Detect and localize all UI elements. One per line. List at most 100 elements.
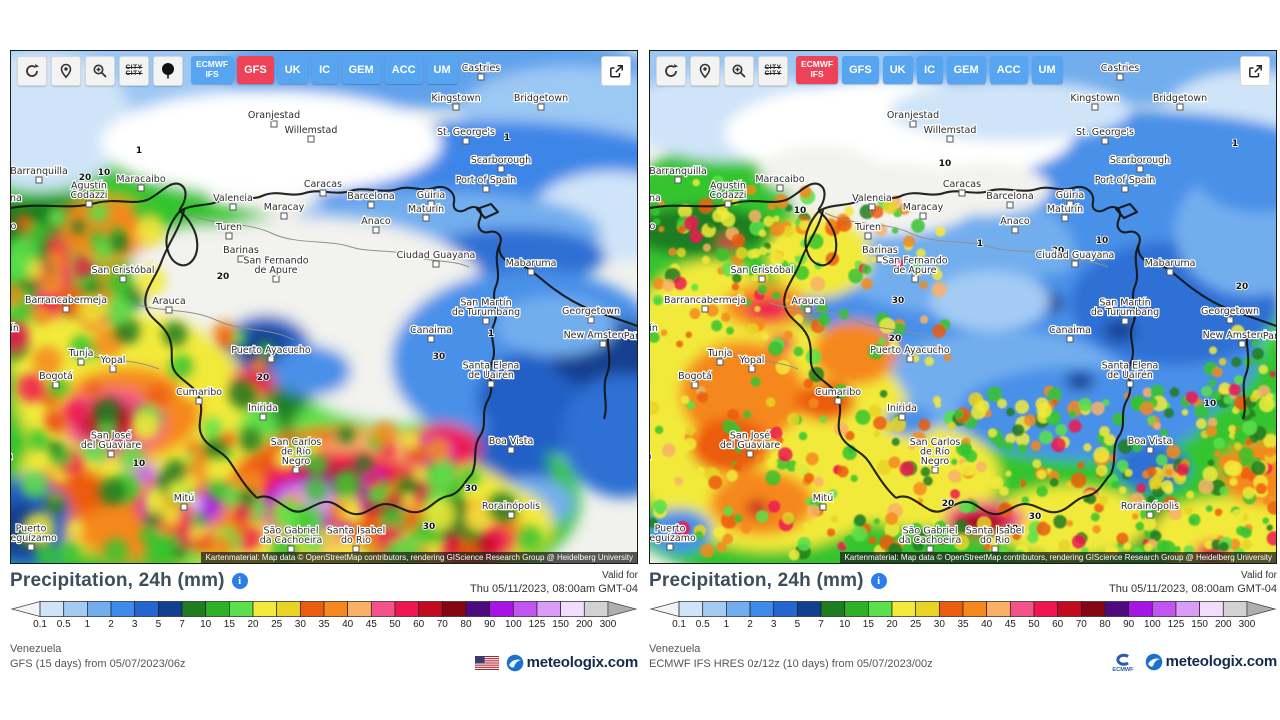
scale-tick: 1	[723, 619, 730, 631]
svg-text:Scarborough: Scarborough	[1110, 155, 1170, 166]
valid-for-label: Valid for	[1241, 570, 1277, 581]
meteologix-wordmark: meteologix.com	[1165, 653, 1278, 671]
meteologix-wordmark: meteologix.com	[526, 654, 639, 672]
refresh-button[interactable]	[656, 56, 686, 86]
svg-text:Caracas: Caracas	[304, 179, 342, 190]
info-icon[interactable]: i	[870, 573, 887, 589]
svg-text:Caracas: Caracas	[943, 179, 981, 190]
scale-tick: 25	[910, 619, 922, 631]
info-icon[interactable]: i	[231, 573, 248, 589]
city-labels-toggle[interactable]: CITY CITY	[119, 56, 149, 86]
scale-tick: 5	[794, 619, 801, 631]
meteologix-logo[interactable]: meteologix.com	[1145, 653, 1277, 671]
model-button-um[interactable]: UM	[1031, 56, 1063, 84]
model-button-gfs[interactable]: GFS	[842, 56, 879, 84]
model-button-ecmwf-ifs[interactable]: ECMWF IFS	[796, 56, 839, 84]
svg-text:San Cristóbal: San Cristóbal	[730, 265, 793, 276]
model-button-gem[interactable]: GEM	[946, 56, 986, 84]
panel-ecmwf: 1 10 10 20 30 20 10 20 30 10 20 1 10 Castries Kingstow…	[649, 50, 1277, 672]
scale-tick: 100	[1143, 619, 1161, 631]
svg-text:10: 10	[1204, 399, 1217, 409]
zoom-button[interactable]	[724, 56, 754, 86]
meteologix-logo[interactable]: meteologix.com	[506, 654, 638, 672]
svg-text:Arauca: Arauca	[791, 296, 824, 307]
svg-text:Cumaribo: Cumaribo	[815, 387, 861, 398]
model-button-uk[interactable]: UK	[882, 56, 913, 84]
scale-tick: 20	[886, 619, 898, 631]
scale-tick: 15	[862, 619, 874, 631]
svg-text:30: 30	[892, 296, 905, 306]
model-button-ecmwf-ifs[interactable]: ECMWF IFS	[191, 56, 234, 84]
svg-text:Barinas: Barinas	[223, 245, 259, 256]
valid-for-label: Valid for	[602, 570, 638, 581]
model-button-gfs[interactable]: GFS	[237, 56, 274, 84]
svg-text:10: 10	[1096, 236, 1109, 246]
svg-text:Kingstown: Kingstown	[431, 93, 480, 104]
valid-datetime: Thu 05/11/2023, 08:00am GMT-04	[470, 582, 638, 595]
model-button-ic[interactable]: IC	[311, 56, 338, 84]
scale-tick: 90	[484, 619, 496, 631]
svg-text:Port of Spain: Port of Spain	[456, 175, 517, 186]
svg-text:Yopal: Yopal	[100, 355, 126, 366]
svg-text:Mitú: Mitú	[174, 493, 195, 504]
precipitation-map-gfs[interactable]: 10 20 1 10 20 30 20 10 30 1 1 30 Castries Kingstown Br…	[11, 51, 637, 563]
svg-text:Oranjestad: Oranjestad	[248, 110, 300, 121]
model-button-acc[interactable]: ACC	[989, 56, 1028, 84]
svg-text:Arauca: Arauca	[152, 296, 185, 307]
svg-text:Medellín: Medellín	[11, 323, 19, 334]
precipitation-map-ecmwf[interactable]: 1 10 10 20 30 20 10 20 30 10 20 1 10 Castries Kingstow…	[650, 51, 1276, 563]
refresh-icon	[35, 64, 39, 68]
svg-text:10: 10	[98, 168, 111, 178]
share-button[interactable]	[601, 56, 631, 86]
zoom-button[interactable]	[85, 56, 115, 86]
map-container-gfs: 10 20 1 10 20 30 20 10 30 1 1 30 Castries Kingstown Br…	[10, 50, 638, 564]
map-attribution: Kartenmaterial: Map data © OpenStreetMap…	[840, 552, 1276, 563]
legend-block: Precipitation, 24h (mm) i Valid for Thu …	[10, 570, 638, 672]
svg-text:Sincelejo: Sincelejo	[11, 221, 17, 232]
svg-text:Cartagena: Cartagena	[650, 193, 661, 204]
scale-tick: 20	[247, 619, 259, 631]
svg-text:1: 1	[488, 329, 494, 339]
svg-text:Barranquilla: Barranquilla	[650, 166, 707, 177]
scale-tick: 125	[528, 619, 546, 631]
scale-tick: 3	[770, 619, 777, 631]
svg-text:Yopal: Yopal	[739, 355, 765, 366]
model-button-uk[interactable]: UK	[277, 56, 308, 84]
share-icon	[609, 64, 623, 77]
svg-text:Bridgetown: Bridgetown	[514, 93, 568, 104]
region-label: Venezuela	[10, 643, 62, 656]
svg-text:Castries: Castries	[462, 63, 501, 74]
scale-tick: 2	[108, 619, 114, 631]
svg-text:Neiva: Neiva	[650, 451, 652, 462]
svg-text:New Amsterdam: New Amsterdam	[564, 330, 637, 341]
magnifier-icon	[732, 64, 746, 78]
svg-text:Kingstown: Kingstown	[1070, 93, 1119, 104]
svg-text:Ciudad Guayana: Ciudad Guayana	[397, 250, 476, 261]
model-button-um[interactable]: UM	[426, 56, 458, 84]
svg-text:Paramaribo: Paramaribo	[1263, 331, 1276, 342]
locate-button[interactable]	[690, 56, 720, 86]
svg-text:10: 10	[794, 206, 807, 216]
model-button-ic[interactable]: IC	[916, 56, 943, 84]
scale-tick: 10	[839, 619, 851, 631]
svg-text:Sincelejo: Sincelejo	[650, 221, 656, 232]
share-button[interactable]	[1240, 56, 1270, 86]
scale-tick: 0.1	[672, 619, 686, 631]
svg-text:Maracay: Maracay	[903, 202, 944, 213]
city-labels-toggle[interactable]: CITY CITY	[758, 56, 788, 86]
ecmwf-logo: ECMWF	[1112, 653, 1134, 672]
scale-tick: 60	[413, 619, 425, 631]
marker-toggle-button[interactable]	[153, 56, 183, 86]
scale-tick: 150	[1191, 619, 1208, 631]
svg-text:Mabaruma: Mabaruma	[1145, 258, 1196, 269]
locate-button[interactable]	[51, 56, 81, 86]
svg-text:Valencia: Valencia	[852, 193, 892, 204]
model-button-gem[interactable]: GEM	[341, 56, 381, 84]
refresh-button[interactable]	[17, 56, 47, 86]
model-button-acc[interactable]: ACC	[384, 56, 423, 84]
scale-tick: 10	[200, 619, 212, 631]
